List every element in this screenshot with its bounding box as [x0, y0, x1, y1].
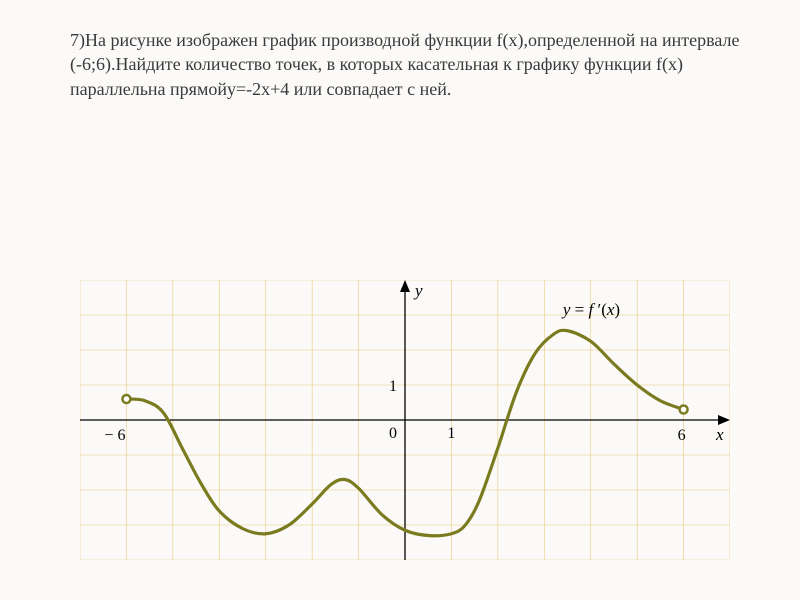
- problem-number: 7): [70, 30, 85, 50]
- svg-text:x: x: [715, 425, 724, 444]
- svg-text:6: 6: [678, 427, 686, 444]
- svg-text:y: y: [413, 281, 423, 300]
- svg-text:1: 1: [389, 378, 397, 395]
- svg-text:y = f ′(x): y = f ′(x): [561, 300, 620, 319]
- svg-text:1: 1: [447, 425, 455, 442]
- derivative-chart: y x 0 1 1 − 6 6 y = f ′(x): [80, 280, 730, 560]
- svg-text:0: 0: [389, 425, 397, 442]
- problem-text: 7)На рисунке изображен график производно…: [70, 28, 750, 101]
- problem-body: На рисунке изображен график производной …: [70, 30, 739, 99]
- svg-text:− 6: − 6: [104, 427, 125, 444]
